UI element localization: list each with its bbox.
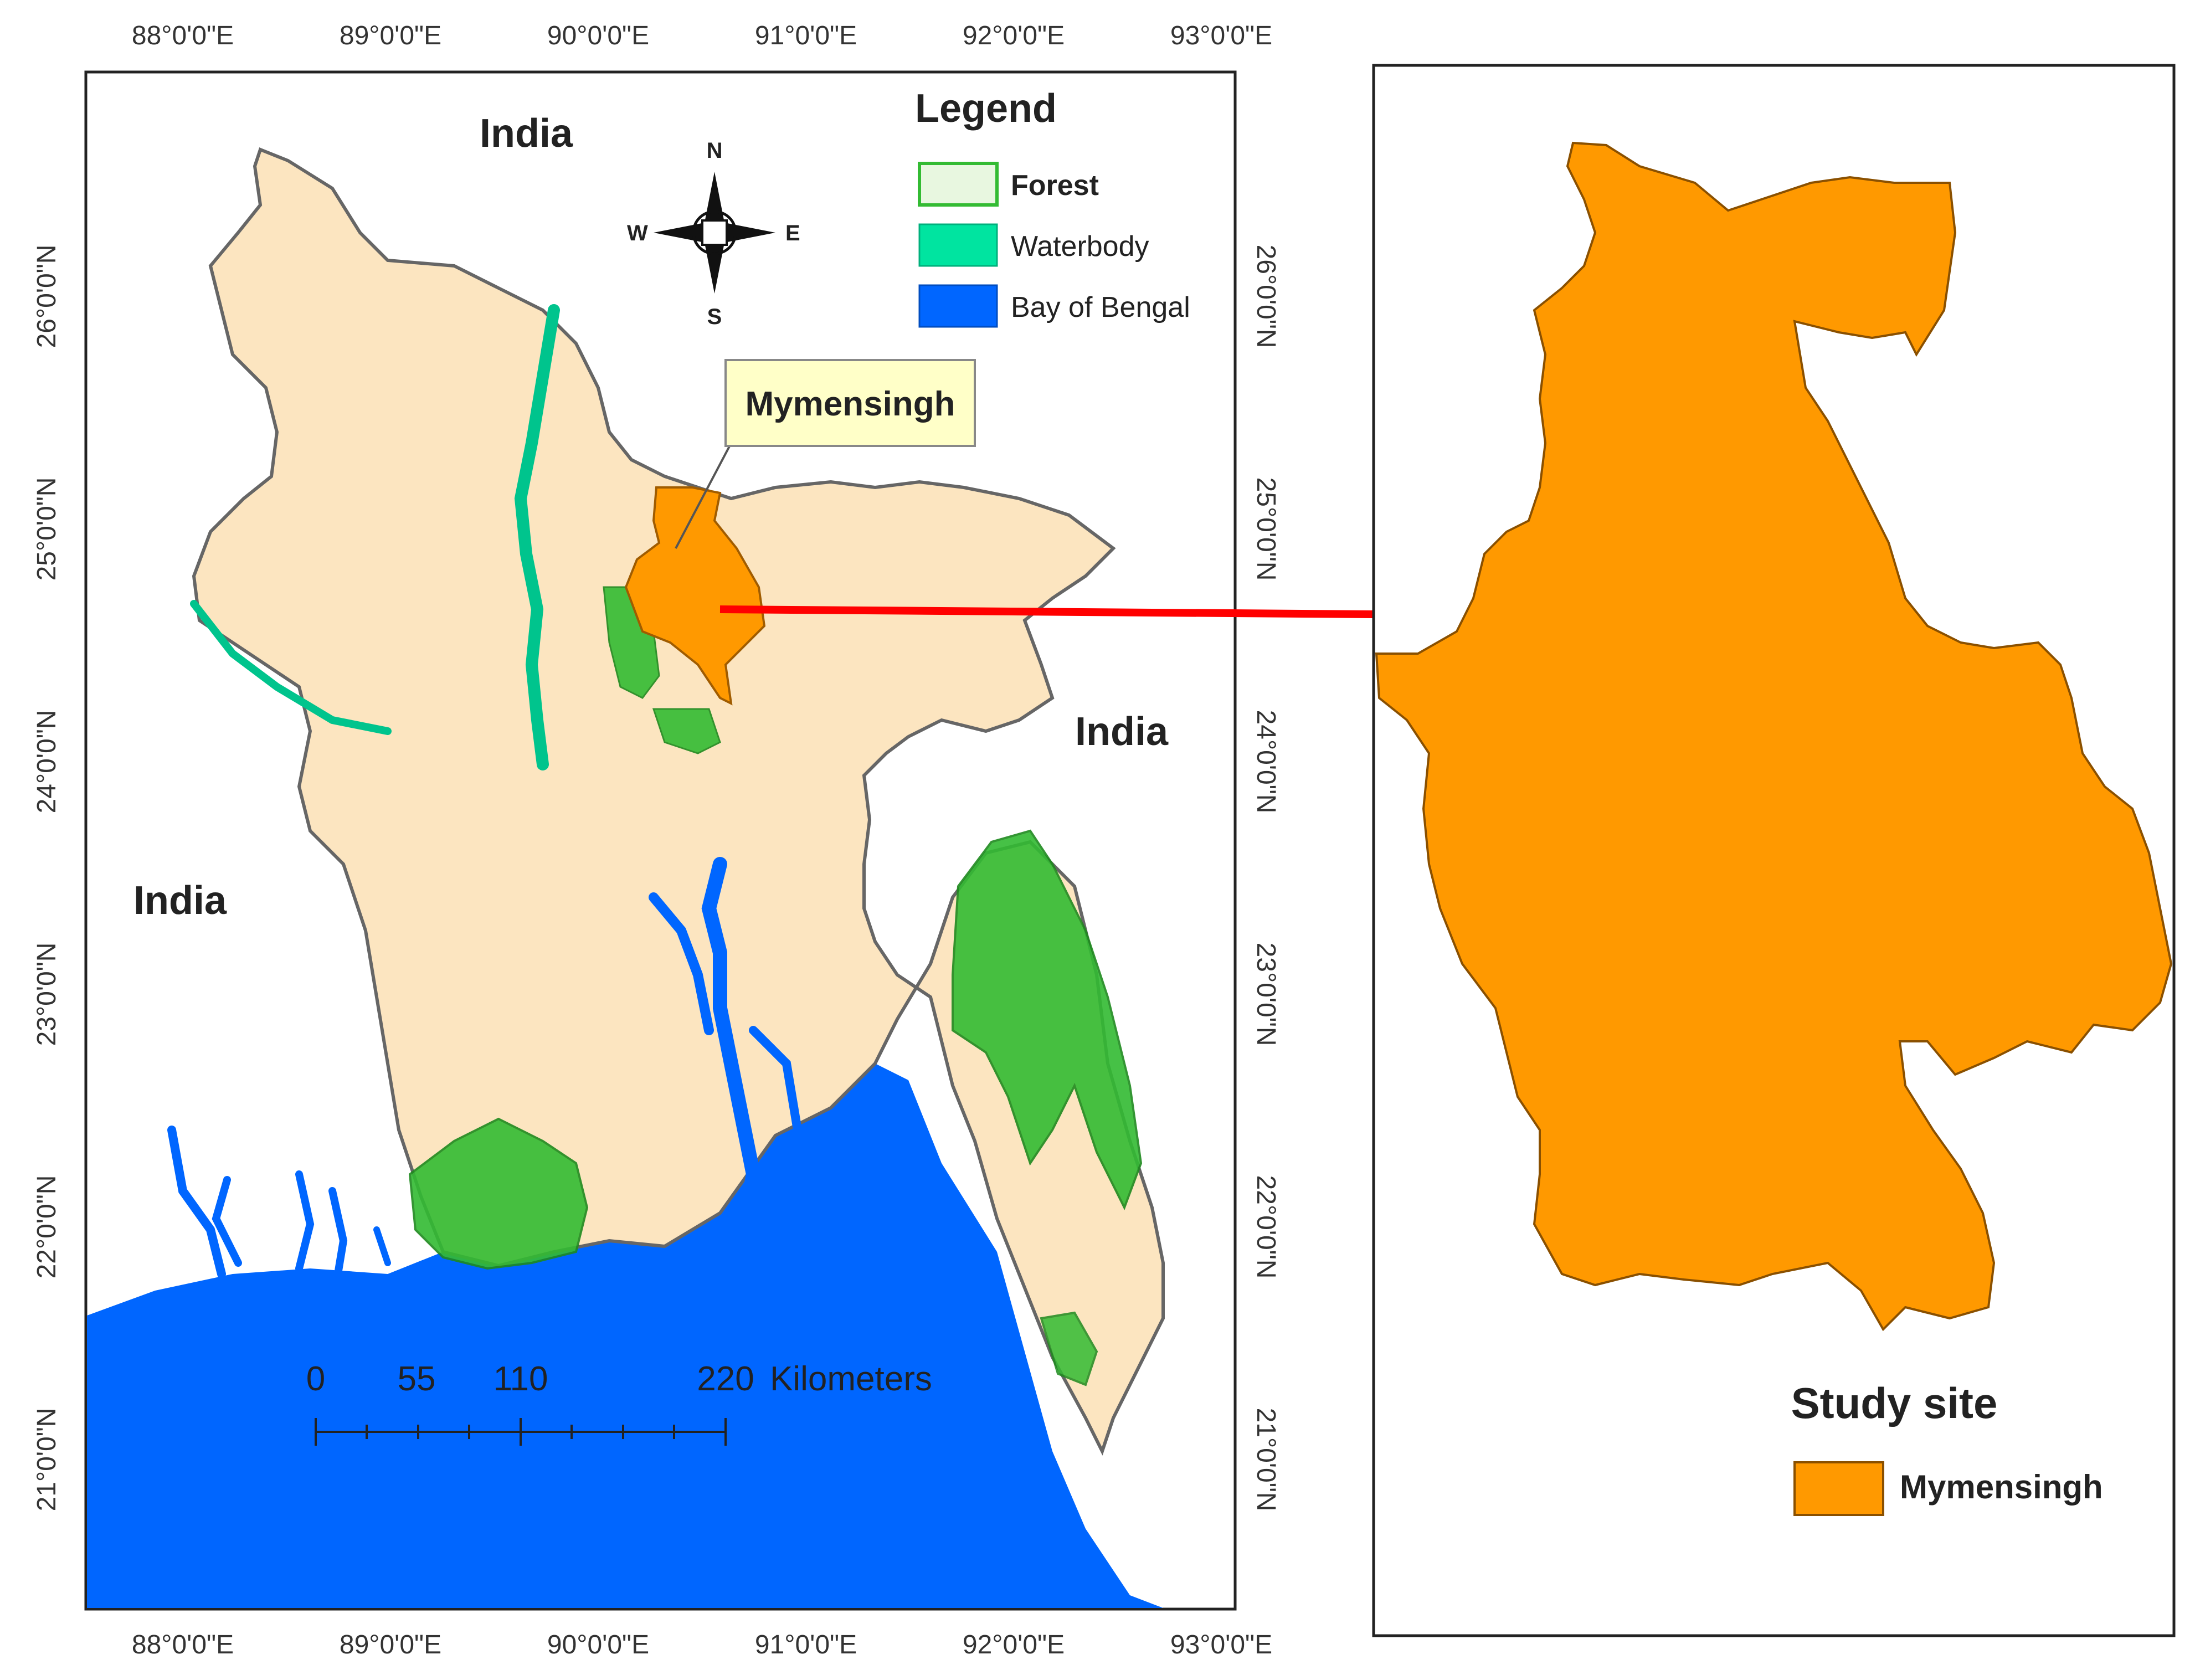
lon-top-89: 89°0'0"E [340, 21, 441, 50]
lon-bottom-91: 91°0'0"E [755, 1630, 857, 1660]
main-map: Mymensingh India India India N S E W Leg… [32, 21, 1459, 1660]
legend-swatch-forest [918, 162, 999, 207]
inset-map: Study site Mymensingh [1372, 64, 2176, 1637]
forest-central-patch-2 [652, 708, 721, 754]
coastal-inlet-1 [167, 1126, 226, 1278]
scale-label-55: 55 [398, 1360, 436, 1398]
scale-label-110: 110 [494, 1360, 548, 1398]
latitude-labels-right: 26°0'0"N 25°0'0"N 24°0'0"N 23°0'0"N 22°0… [1251, 245, 1281, 1512]
lat-right-25: 25°0'0"N [1251, 477, 1281, 581]
mymensingh-district [624, 486, 766, 706]
compass-south-point [705, 233, 724, 294]
forest-hill-tracts [952, 829, 1143, 1210]
lon-bottom-93: 93°0'0"E [1170, 1630, 1272, 1660]
legend-title: Legend [915, 86, 1057, 131]
coastal-inlet-2 [212, 1176, 242, 1267]
scale-bar-ticks [315, 1418, 727, 1446]
coastal-inlet-3 [295, 1170, 315, 1272]
compass-west-point [654, 223, 714, 243]
legend-label-waterbody: Waterbody [1011, 230, 1149, 263]
compass-north-point [705, 172, 724, 233]
legend: Legend Forest Waterbody Bay of Bengal [915, 86, 1190, 328]
longitude-labels-top: 88°0'0"E 89°0'0"E 90°0'0"E 91°0'0"E 92°0… [132, 21, 1272, 50]
scale-label-220: 220 [697, 1360, 754, 1398]
legend-label-forest: Forest [1011, 169, 1099, 202]
lat-left-25: 25°0'0"N [32, 477, 61, 581]
meghna-estuary-channel-2 [649, 892, 714, 1035]
lon-bottom-89: 89°0'0"E [340, 1630, 441, 1660]
forest-sundarbans [408, 1117, 589, 1270]
waterbody-northwest [190, 600, 392, 735]
lat-right-26: 26°0'0"N [1251, 245, 1281, 348]
callout-box [724, 359, 976, 447]
lon-bottom-92: 92°0'0"E [963, 1630, 1065, 1660]
compass-n: N [707, 138, 723, 163]
inset-title: Study site [1791, 1379, 1998, 1427]
latitude-labels-left: 26°0'0"N 25°0'0"N 24°0'0"N 23°0'0"N 22°0… [32, 245, 61, 1512]
coastal-inlet-5 [373, 1226, 391, 1266]
lat-left-26: 26°0'0"N [32, 245, 61, 348]
lat-left-22: 22°0'0"N [32, 1175, 61, 1279]
north-arrow-compass: N S E W [627, 138, 800, 329]
lat-left-23: 23°0'0"N [32, 943, 61, 1046]
compass-center [701, 219, 728, 246]
waterbody-jamuna [514, 304, 560, 770]
inset-legend-swatch [1793, 1461, 1884, 1516]
lat-right-21: 21°0'0"N [1251, 1408, 1281, 1512]
lon-top-90: 90°0'0"E [547, 21, 649, 50]
forest-south-teknaf [1040, 1311, 1098, 1386]
bangladesh-land [192, 147, 1165, 1456]
scale-label-0: 0 [306, 1360, 325, 1398]
lon-bottom-88: 88°0'0"E [132, 1630, 234, 1660]
lon-top-88: 88°0'0"E [132, 21, 234, 50]
lon-top-91: 91°0'0"E [755, 21, 857, 50]
meghna-estuary-channel [701, 857, 761, 1237]
estuary-channel-3 [749, 1026, 803, 1190]
compass-ring [692, 210, 737, 255]
pointer-arrow-line [719, 605, 1446, 619]
legend-swatch-bay [918, 284, 998, 328]
place-india-east: India [1075, 710, 1169, 754]
legend-swatch-waterbody [918, 223, 998, 267]
legend-label-bay: Bay of Bengal [1011, 291, 1190, 323]
longitude-labels-bottom: 88°0'0"E 89°0'0"E 90°0'0"E 91°0'0"E 92°0… [132, 1630, 1272, 1660]
compass-east-point [714, 223, 775, 243]
lat-left-24: 24°0'0"N [32, 710, 61, 814]
inset-legend-label: Mymensingh [1900, 1468, 2103, 1506]
callout-leader [675, 443, 732, 549]
lon-top-93: 93°0'0"E [1170, 21, 1272, 50]
inset-mymensingh-shape [1375, 141, 2173, 1332]
lon-top-92: 92°0'0"E [963, 21, 1065, 50]
lat-right-23: 23°0'0"N [1251, 943, 1281, 1046]
scale-bar: 0 55 110 220 Kilometers [306, 1360, 932, 1446]
compass-w: W [627, 221, 648, 245]
callout-label: Mymensingh [746, 385, 955, 423]
coastal-inlet-4 [328, 1187, 348, 1278]
lon-bottom-90: 90°0'0"E [547, 1630, 649, 1660]
compass-s: S [707, 305, 722, 329]
place-india-west: India [133, 878, 227, 923]
lat-left-21: 21°0'0"N [32, 1408, 61, 1512]
scale-unit: Kilometers [770, 1360, 932, 1398]
bay-of-bengal [87, 1064, 1163, 1608]
lat-right-22: 22°0'0"N [1251, 1175, 1281, 1279]
lat-right-24: 24°0'0"N [1251, 710, 1281, 814]
place-india-north: India [480, 111, 573, 156]
compass-e: E [785, 221, 800, 245]
